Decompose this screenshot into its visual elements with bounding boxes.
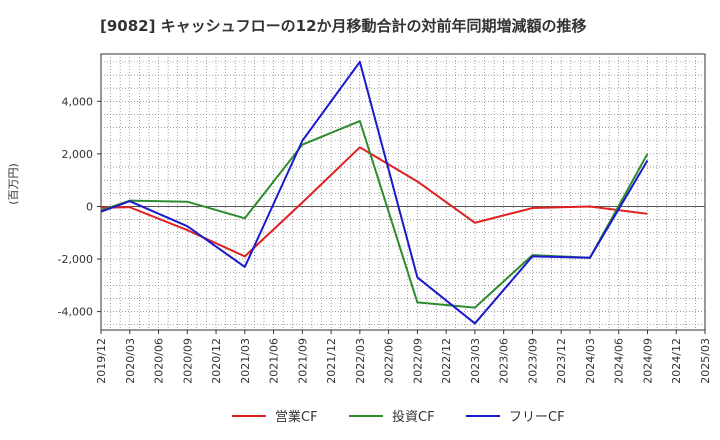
x-tick-label: 2020/03 xyxy=(124,338,137,384)
y-tick-label: 2,000 xyxy=(62,148,94,161)
x-tick-label: 2021/03 xyxy=(239,338,252,384)
x-tick-label: 2023/12 xyxy=(555,338,568,384)
x-tick-label: 2023/09 xyxy=(526,338,539,384)
x-tick-label: 2023/03 xyxy=(469,338,482,384)
x-tick-label: 2024/06 xyxy=(613,338,626,384)
y-tick-label: -4,000 xyxy=(58,306,93,319)
series-lines xyxy=(100,60,649,325)
x-tick-label: 2024/12 xyxy=(670,338,683,384)
legend-label-3: フリーCF xyxy=(509,410,565,425)
y-tick-label: 0 xyxy=(86,200,93,213)
x-tick-label: 2021/12 xyxy=(325,338,338,384)
y-tick-label: -2,000 xyxy=(58,253,93,266)
x-tick-label: 2020/12 xyxy=(210,338,223,384)
y-axis-ticks: -4,000 -2,000 0 2,000 4,000 xyxy=(58,95,101,319)
plot-frame xyxy=(100,53,706,331)
x-tick-label: 2024/09 xyxy=(641,338,654,384)
x-tick-label: 2022/12 xyxy=(440,338,453,384)
x-tick-label: 2023/06 xyxy=(498,338,511,384)
legend: 営業CF 投資CF フリーCF xyxy=(232,409,565,425)
x-tick-label: 2019/12 xyxy=(95,338,108,384)
x-tick-label: 2022/09 xyxy=(411,338,424,384)
x-tick-label: 2020/06 xyxy=(153,338,166,384)
plot-area xyxy=(100,53,706,331)
x-tick-label: 2022/03 xyxy=(354,338,367,384)
legend-label-2: 投資CF xyxy=(392,409,435,425)
x-tick-label: 2021/09 xyxy=(296,338,309,384)
grid xyxy=(101,54,705,330)
x-tick-label: 2021/06 xyxy=(268,338,281,384)
legend-label-1: 営業CF xyxy=(275,409,318,425)
x-tick-label: 2024/03 xyxy=(584,338,597,384)
x-axis-ticks: 2019/12 2020/03 2020/06 2020/09 2020/12 2021/… xyxy=(95,330,712,384)
x-tick-label: 2025/03 xyxy=(699,338,712,384)
y-axis-label: (百万円) xyxy=(7,163,20,205)
x-tick-label: 2020/09 xyxy=(181,338,194,384)
y-tick-label: 4,000 xyxy=(62,95,94,108)
chart-title: [9082] キャッシュフローの12か月移動合計の対前年同期増減額の推移 xyxy=(100,17,587,35)
x-tick-label: 2022/06 xyxy=(383,338,396,384)
